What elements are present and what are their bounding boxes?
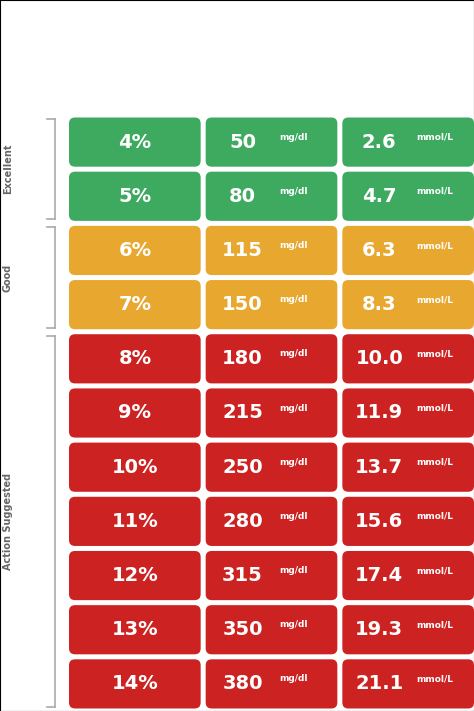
Text: mg/dl: mg/dl [279,133,308,141]
Text: 11%: 11% [111,512,158,531]
FancyBboxPatch shape [342,551,474,600]
Text: 350: 350 [222,620,263,639]
FancyBboxPatch shape [69,226,201,275]
Text: mg/dl: mg/dl [279,241,308,250]
Text: 17.4: 17.4 [355,566,403,585]
Text: mmol/L: mmol/L [416,187,453,196]
Text: mg/dl: mg/dl [279,458,308,466]
Text: 19.3: 19.3 [355,620,403,639]
Text: 4.7: 4.7 [362,187,396,205]
Text: 250: 250 [222,458,263,476]
FancyBboxPatch shape [206,551,337,600]
Text: 80: 80 [229,187,256,205]
FancyBboxPatch shape [342,117,474,166]
Text: 215: 215 [222,404,263,422]
FancyBboxPatch shape [206,117,337,166]
Text: mmol/L: mmol/L [416,675,453,683]
FancyBboxPatch shape [342,497,474,546]
FancyBboxPatch shape [342,226,474,275]
Text: 10%: 10% [111,458,158,476]
Text: 9%: 9% [118,404,151,422]
Text: 10.0: 10.0 [356,349,403,368]
FancyBboxPatch shape [69,117,201,166]
FancyBboxPatch shape [69,659,201,708]
FancyBboxPatch shape [206,605,337,654]
Text: 4%: 4% [118,132,151,151]
Text: 2.6: 2.6 [362,132,397,151]
FancyBboxPatch shape [342,605,474,654]
Text: mmol/L: mmol/L [416,295,453,304]
Text: mg/dl: mg/dl [279,349,308,358]
FancyBboxPatch shape [69,605,201,654]
Text: mmol/L: mmol/L [416,404,453,412]
Text: mg/dl: mg/dl [279,620,308,629]
Text: mmol/L: mmol/L [416,133,453,141]
Text: mmol/L: mmol/L [416,620,453,629]
Text: mg/dl: mg/dl [279,187,308,196]
Text: 8.3: 8.3 [362,295,396,314]
FancyBboxPatch shape [69,497,201,546]
Text: 13%: 13% [111,620,158,639]
FancyBboxPatch shape [342,659,474,708]
FancyBboxPatch shape [69,551,201,600]
Text: 14%: 14% [111,675,158,693]
Text: Good: Good [3,263,13,292]
Text: Excellent: Excellent [3,144,13,194]
FancyBboxPatch shape [206,497,337,546]
Text: 7%: 7% [118,295,151,314]
Text: mmol/L: mmol/L [416,566,453,575]
Text: 21.1: 21.1 [355,675,403,693]
Text: 12%: 12% [111,566,158,585]
FancyBboxPatch shape [69,280,201,329]
FancyBboxPatch shape [342,442,474,492]
FancyBboxPatch shape [206,280,337,329]
Text: 115: 115 [222,241,263,260]
Text: mg/dl: mg/dl [279,512,308,521]
Text: mg/dl: mg/dl [279,675,308,683]
Text: 5%: 5% [118,187,151,205]
FancyBboxPatch shape [206,171,337,221]
FancyBboxPatch shape [69,171,201,221]
FancyBboxPatch shape [206,334,337,383]
FancyBboxPatch shape [342,171,474,221]
Text: 380: 380 [222,675,263,693]
Text: 11.9: 11.9 [355,404,403,422]
Text: mg/dl: mg/dl [279,404,308,412]
Text: mmol/L: mmol/L [416,349,453,358]
FancyBboxPatch shape [342,388,474,437]
Text: 150: 150 [222,295,263,314]
Text: 13.7: 13.7 [355,458,403,476]
Text: mmol/L: mmol/L [416,241,453,250]
Text: Action Suggested: Action Suggested [3,473,13,570]
FancyBboxPatch shape [69,442,201,492]
FancyBboxPatch shape [206,442,337,492]
Text: 15.6: 15.6 [355,512,403,531]
Text: 6%: 6% [118,241,151,260]
Text: 180: 180 [222,349,263,368]
FancyBboxPatch shape [69,334,201,383]
FancyBboxPatch shape [206,659,337,708]
Text: 6.3: 6.3 [362,241,396,260]
Text: 50: 50 [229,132,256,151]
Text: 8%: 8% [118,349,151,368]
Text: mmol/L: mmol/L [416,458,453,466]
FancyBboxPatch shape [342,280,474,329]
Text: mg/dl: mg/dl [279,295,308,304]
FancyBboxPatch shape [206,388,337,437]
FancyBboxPatch shape [342,334,474,383]
FancyBboxPatch shape [69,388,201,437]
Text: mg/dl: mg/dl [279,566,308,575]
Text: 280: 280 [222,512,263,531]
Text: 315: 315 [222,566,263,585]
Text: mmol/L: mmol/L [416,512,453,521]
FancyBboxPatch shape [206,226,337,275]
